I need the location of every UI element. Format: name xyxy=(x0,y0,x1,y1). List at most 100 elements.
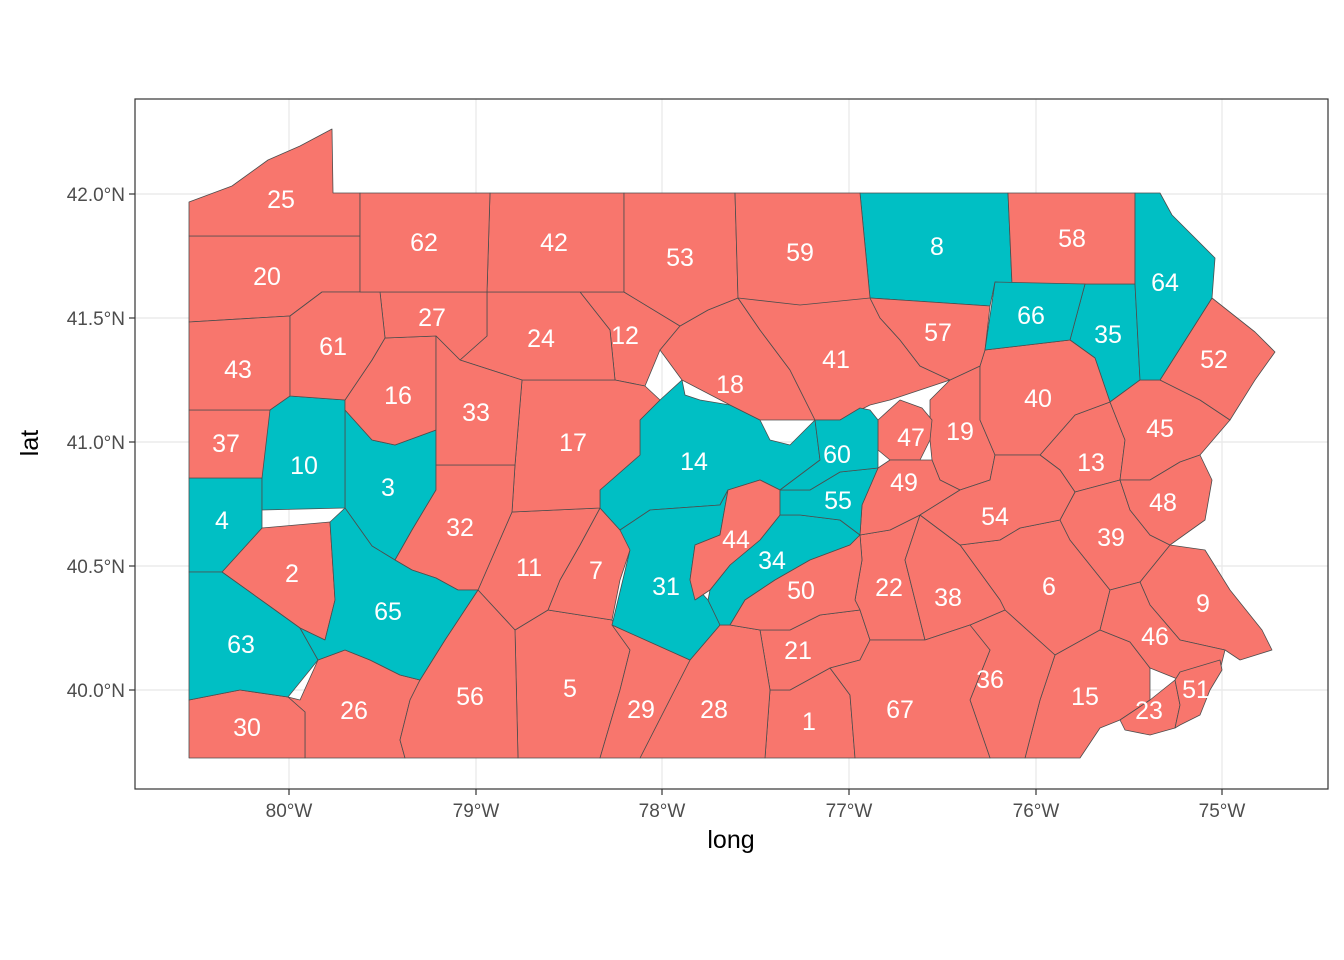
county-44 xyxy=(689,479,781,601)
y-tick-label: 40.5°N xyxy=(67,557,125,578)
county-50 xyxy=(729,534,863,631)
county-label-54: 54 xyxy=(981,503,1009,531)
county-label-23: 23 xyxy=(1135,697,1163,725)
county-label-40: 40 xyxy=(1024,385,1052,413)
county-label-56: 56 xyxy=(456,683,484,711)
county-47 xyxy=(877,399,933,461)
county-label-52: 52 xyxy=(1200,346,1228,374)
county-label-13: 13 xyxy=(1077,449,1105,477)
county-label-7: 7 xyxy=(589,557,603,585)
county-label-51: 51 xyxy=(1182,676,1210,704)
county-label-26: 26 xyxy=(340,697,368,725)
county-label-30: 30 xyxy=(233,714,261,742)
county-label-31: 31 xyxy=(652,573,680,601)
county-label-47: 47 xyxy=(897,424,925,452)
county-labels: 1234567891011121314151617181920212223242… xyxy=(212,186,1228,742)
county-label-14: 14 xyxy=(680,448,708,476)
county-52 xyxy=(1159,297,1276,421)
county-label-61: 61 xyxy=(319,333,347,361)
county-59 xyxy=(734,192,871,306)
county-66 xyxy=(984,281,1086,351)
county-label-34: 34 xyxy=(758,547,786,575)
county-label-58: 58 xyxy=(1058,225,1086,253)
county-label-21: 21 xyxy=(784,637,812,665)
county-label-15: 15 xyxy=(1071,683,1099,711)
county-label-8: 8 xyxy=(930,233,944,261)
county-label-49: 49 xyxy=(890,469,918,497)
y-tick-label: 42.0°N xyxy=(67,185,125,206)
county-label-38: 38 xyxy=(934,584,962,612)
county-label-62: 62 xyxy=(410,229,438,257)
county-57 xyxy=(869,297,991,381)
county-54 xyxy=(919,454,1076,546)
county-label-27: 27 xyxy=(418,304,446,332)
county-label-32: 32 xyxy=(446,514,474,542)
county-label-25: 25 xyxy=(267,186,295,214)
county-label-36: 36 xyxy=(976,666,1004,694)
county-label-66: 66 xyxy=(1017,302,1045,330)
x-tick-label: 80°W xyxy=(266,801,313,822)
county-label-41: 41 xyxy=(822,346,850,374)
county-label-42: 42 xyxy=(540,229,568,257)
county-label-2: 2 xyxy=(285,560,299,588)
county-33 xyxy=(435,335,523,466)
county-polygons xyxy=(188,128,1276,759)
county-label-10: 10 xyxy=(290,452,318,480)
county-label-29: 29 xyxy=(627,696,655,724)
y-axis-title: lat xyxy=(16,430,44,456)
y-tick-label: 40.0°N xyxy=(67,681,125,702)
county-label-59: 59 xyxy=(786,239,814,267)
county-label-57: 57 xyxy=(924,319,952,347)
county-40 xyxy=(979,339,1111,456)
x-tick-label: 79°W xyxy=(453,801,500,822)
county-65 xyxy=(299,507,479,681)
county-label-65: 65 xyxy=(374,598,402,626)
x-tick-label: 78°W xyxy=(639,801,686,822)
county-label-60: 60 xyxy=(823,441,851,469)
county-label-67: 67 xyxy=(886,696,914,724)
x-tick-label: 75°W xyxy=(1199,801,1246,822)
county-label-3: 3 xyxy=(381,474,395,502)
county-60 xyxy=(779,407,879,491)
county-38 xyxy=(904,514,1006,641)
county-67 xyxy=(829,624,991,759)
county-label-16: 16 xyxy=(384,382,412,410)
county-label-20: 20 xyxy=(253,263,281,291)
county-label-45: 45 xyxy=(1146,415,1174,443)
county-label-35: 35 xyxy=(1094,321,1122,349)
county-label-50: 50 xyxy=(787,577,815,605)
county-label-24: 24 xyxy=(527,325,555,353)
county-label-63: 63 xyxy=(227,631,255,659)
county-label-4: 4 xyxy=(215,507,229,535)
county-label-9: 9 xyxy=(1196,590,1210,618)
county-label-18: 18 xyxy=(716,371,744,399)
county-label-12: 12 xyxy=(611,322,639,350)
y-tick-label: 41.5°N xyxy=(67,309,125,330)
county-51 xyxy=(1174,659,1223,729)
x-tick-label: 77°W xyxy=(826,801,873,822)
county-label-22: 22 xyxy=(875,574,903,602)
county-label-53: 53 xyxy=(666,244,694,272)
county-25 xyxy=(188,128,361,237)
county-label-39: 39 xyxy=(1097,524,1125,552)
county-label-6: 6 xyxy=(1042,573,1056,601)
county-label-46: 46 xyxy=(1141,623,1169,651)
county-61 xyxy=(289,291,386,401)
panel-border xyxy=(134,98,1329,790)
county-48 xyxy=(1119,454,1213,546)
county-43 xyxy=(188,315,291,411)
county-label-1: 1 xyxy=(802,708,816,736)
county-label-11: 11 xyxy=(516,554,542,582)
county-label-48: 48 xyxy=(1149,489,1177,517)
county-label-19: 19 xyxy=(946,418,974,446)
county-label-43: 43 xyxy=(224,356,252,384)
county-62 xyxy=(359,192,491,293)
county-label-17: 17 xyxy=(559,429,587,457)
county-label-37: 37 xyxy=(212,430,240,458)
county-label-55: 55 xyxy=(824,487,852,515)
county-label-28: 28 xyxy=(700,696,728,724)
axes: 80°W 79°W 78°W 77°W 76°W 75°W 40.0°N 40.5°N 41.0… xyxy=(67,185,1246,822)
county-label-5: 5 xyxy=(563,675,577,703)
county-label-33: 33 xyxy=(462,399,490,427)
